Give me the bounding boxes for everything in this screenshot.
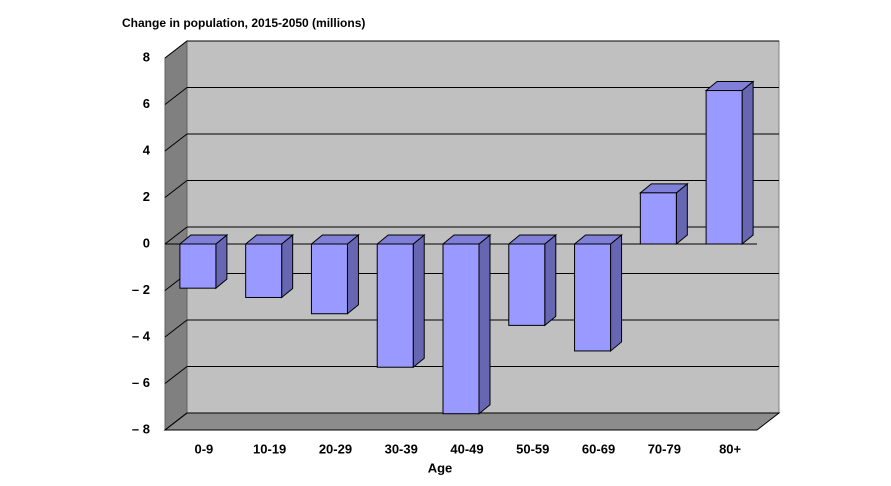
bar (376, 243, 414, 368)
grid-line-side (164, 40, 188, 59)
y-tick-label: 4 (143, 142, 151, 157)
grid-line-side (164, 133, 188, 152)
y-tick-label: 0 (143, 235, 150, 250)
chart-title: Change in population, 2015-2050 (million… (122, 16, 365, 30)
grid-line-side (164, 412, 188, 431)
y-tick-label: – 8 (132, 421, 150, 436)
grid-line-side (164, 366, 188, 384)
x-tick-label: 40-49 (450, 441, 483, 456)
grid-line-side (164, 226, 188, 245)
bar (245, 243, 283, 298)
y-tick-label: – 6 (132, 375, 150, 390)
bar (574, 243, 612, 352)
bar-side (346, 233, 359, 315)
bar-side (412, 233, 425, 369)
bar (508, 243, 546, 326)
x-tick-label: 10-19 (253, 441, 286, 456)
bar-side (741, 80, 754, 246)
bar (705, 90, 743, 245)
y-tick-label: 6 (143, 96, 150, 111)
bar-side (281, 233, 294, 299)
x-tick-label: 30-39 (385, 441, 418, 456)
bar (639, 192, 677, 245)
y-tick-label: – 4 (132, 328, 151, 343)
x-tick-label: 0-9 (194, 441, 213, 456)
x-tick-label: 20-29 (319, 441, 352, 456)
bar (310, 243, 348, 315)
bar-side (610, 233, 623, 353)
grid-line-side (164, 180, 188, 198)
floor (163, 412, 781, 431)
x-tick-label: 60-69 (582, 441, 615, 456)
grid-line-side (164, 319, 188, 338)
x-axis-label: Age (428, 460, 453, 475)
bar-side (478, 233, 491, 415)
x-tick-label: 80+ (719, 441, 741, 456)
y-tick-label: 8 (143, 49, 150, 64)
bar-side (675, 182, 688, 246)
bar (179, 243, 217, 289)
y-tick-label: – 2 (132, 282, 150, 297)
grid-line-side (164, 87, 188, 105)
bar-side (544, 233, 557, 327)
x-tick-label: 50-59 (516, 441, 549, 456)
y-tick-label: 2 (143, 189, 150, 204)
bar (442, 243, 480, 415)
x-tick-label: 70-79 (648, 441, 681, 456)
